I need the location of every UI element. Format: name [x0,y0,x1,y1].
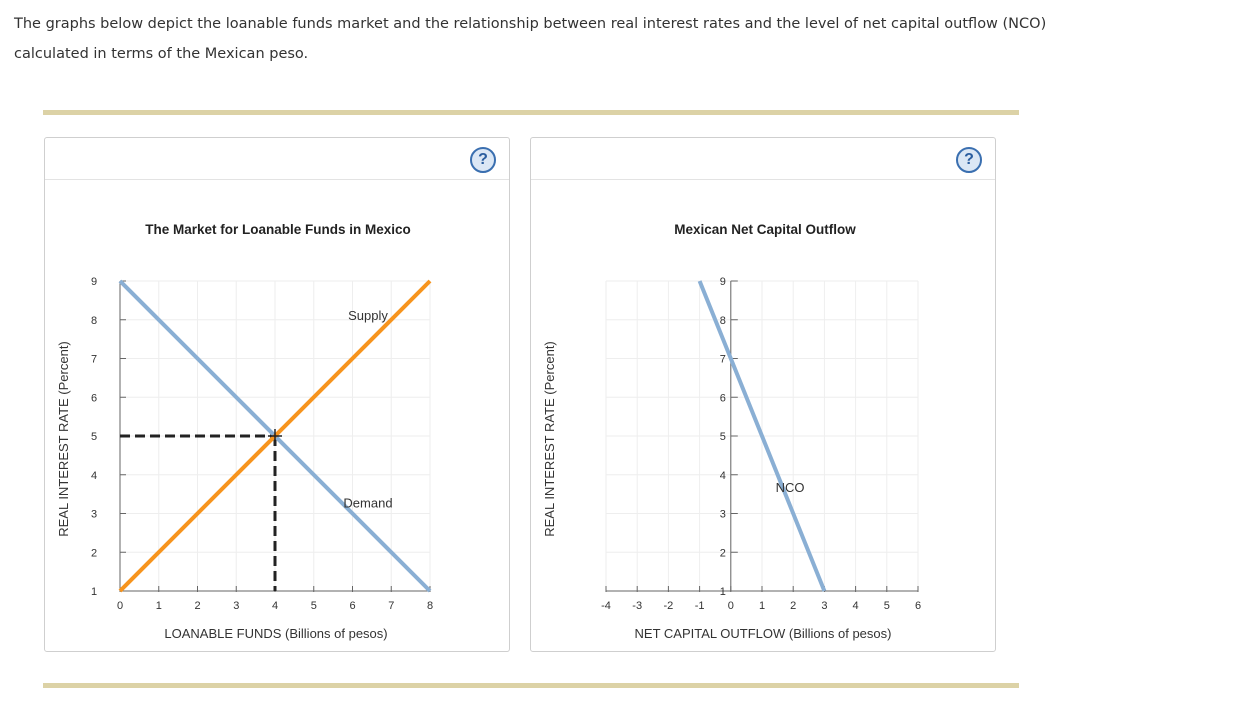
x-tick-label: 8 [427,600,433,612]
intro-line-2: calculated in terms of the Mexican peso. [14,46,309,62]
nco-panel: ? -4 -3 -2 -1 0 1 2 3 4 5 6 1 2 3 4 5 6 7 8 9 Mexican Net Ca… [530,137,996,652]
y-tick-label: 6 [720,392,726,404]
x-tick-label: -2 [664,600,674,612]
y-tick-label: 4 [91,470,97,482]
x-tick-label: -4 [601,600,611,612]
series-supply-label: Supply [348,308,388,323]
x-tick-label: 5 [311,600,317,612]
x-tick-label: 0 [728,600,734,612]
y-axis-label: REAL INTEREST RATE (Percent) [542,341,557,537]
panel-header: ? [531,138,995,180]
x-tick-label: 5 [884,600,890,612]
y-tick-label: 4 [720,470,726,482]
y-tick-label: 9 [720,276,726,288]
x-axis-label: LOANABLE FUNDS (Billions of pesos) [164,626,387,641]
y-tick-label: 7 [91,354,97,366]
y-tick-label: 3 [720,509,726,521]
help-icon[interactable]: ? [470,147,496,173]
loanable-funds-panel: ? 0 1 2 3 4 5 6 7 8 1 2 3 4 5 6 7 8 9 The Market for Loana… [44,137,510,652]
x-tick-label: 4 [272,600,278,612]
loanable-funds-chart: 0 1 2 3 4 5 6 7 8 1 2 3 4 5 6 7 8 9 The Market for Loanabl… [56,222,433,641]
x-tick-label: 3 [233,600,239,612]
x-tick-label: 0 [117,600,123,612]
help-icon[interactable]: ? [956,147,982,173]
y-tick-label: 5 [720,431,726,443]
y-tick-label: 2 [720,547,726,559]
x-tick-label: 3 [821,600,827,612]
x-tick-label: 1 [759,600,765,612]
chart-title: Mexican Net Capital Outflow [674,222,856,237]
x-tick-label: 6 [915,600,921,612]
x-tick-label: 7 [388,600,394,612]
x-tick-label: 2 [790,600,796,612]
y-tick-label: 5 [91,431,97,443]
x-tick-label: 6 [349,600,355,612]
series-demand-label: Demand [343,496,392,511]
top-divider [43,110,1019,115]
panel-header: ? [45,138,509,180]
y-tick-label: 7 [720,354,726,366]
y-tick-label: 6 [91,392,97,404]
intro-text: The graphs below depict the loanable fun… [14,9,1214,69]
x-tick-label: 4 [853,600,859,612]
bottom-divider [43,683,1019,688]
y-tick-label: 1 [720,586,726,598]
series-nco-line [697,280,827,592]
x-tick-label: -1 [695,600,705,612]
y-tick-label: 2 [91,547,97,559]
y-tick-label: 9 [91,276,97,288]
x-axis-label: NET CAPITAL OUTFLOW (Billions of pesos) [635,626,892,641]
y-tick-label: 8 [91,315,97,327]
x-tick-label: 1 [156,600,162,612]
x-tick-label: -3 [632,600,642,612]
y-axis-label: REAL INTEREST RATE (Percent) [56,341,71,537]
y-tick-label: 1 [91,586,97,598]
y-tick-label: 3 [91,509,97,521]
intro-line-1: The graphs below depict the loanable fun… [14,16,1047,32]
series-nco-label: NCO [776,480,805,495]
y-tick-label: 8 [720,315,726,327]
x-tick-label: 2 [194,600,200,612]
chart-title: The Market for Loanable Funds in Mexico [145,222,411,237]
